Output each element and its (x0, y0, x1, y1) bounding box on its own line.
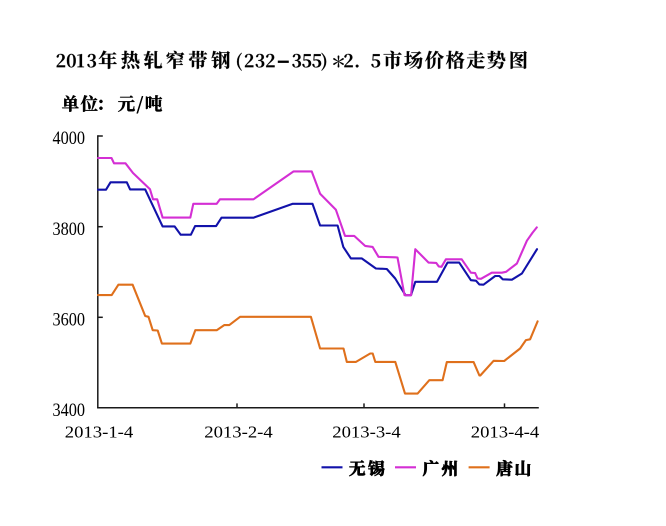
svg-text:3400: 3400 (53, 400, 86, 421)
svg-text:2013-4-4: 2013-4-4 (471, 423, 540, 442)
svg-text:3800: 3800 (53, 219, 86, 240)
svg-text:2013-3-4: 2013-3-4 (332, 423, 401, 442)
svg-text:2013-1-4: 2013-1-4 (65, 423, 134, 442)
svg-text:4000: 4000 (53, 128, 86, 149)
svg-text:3600: 3600 (53, 310, 86, 331)
svg-text:2013-2-4: 2013-2-4 (204, 423, 273, 442)
